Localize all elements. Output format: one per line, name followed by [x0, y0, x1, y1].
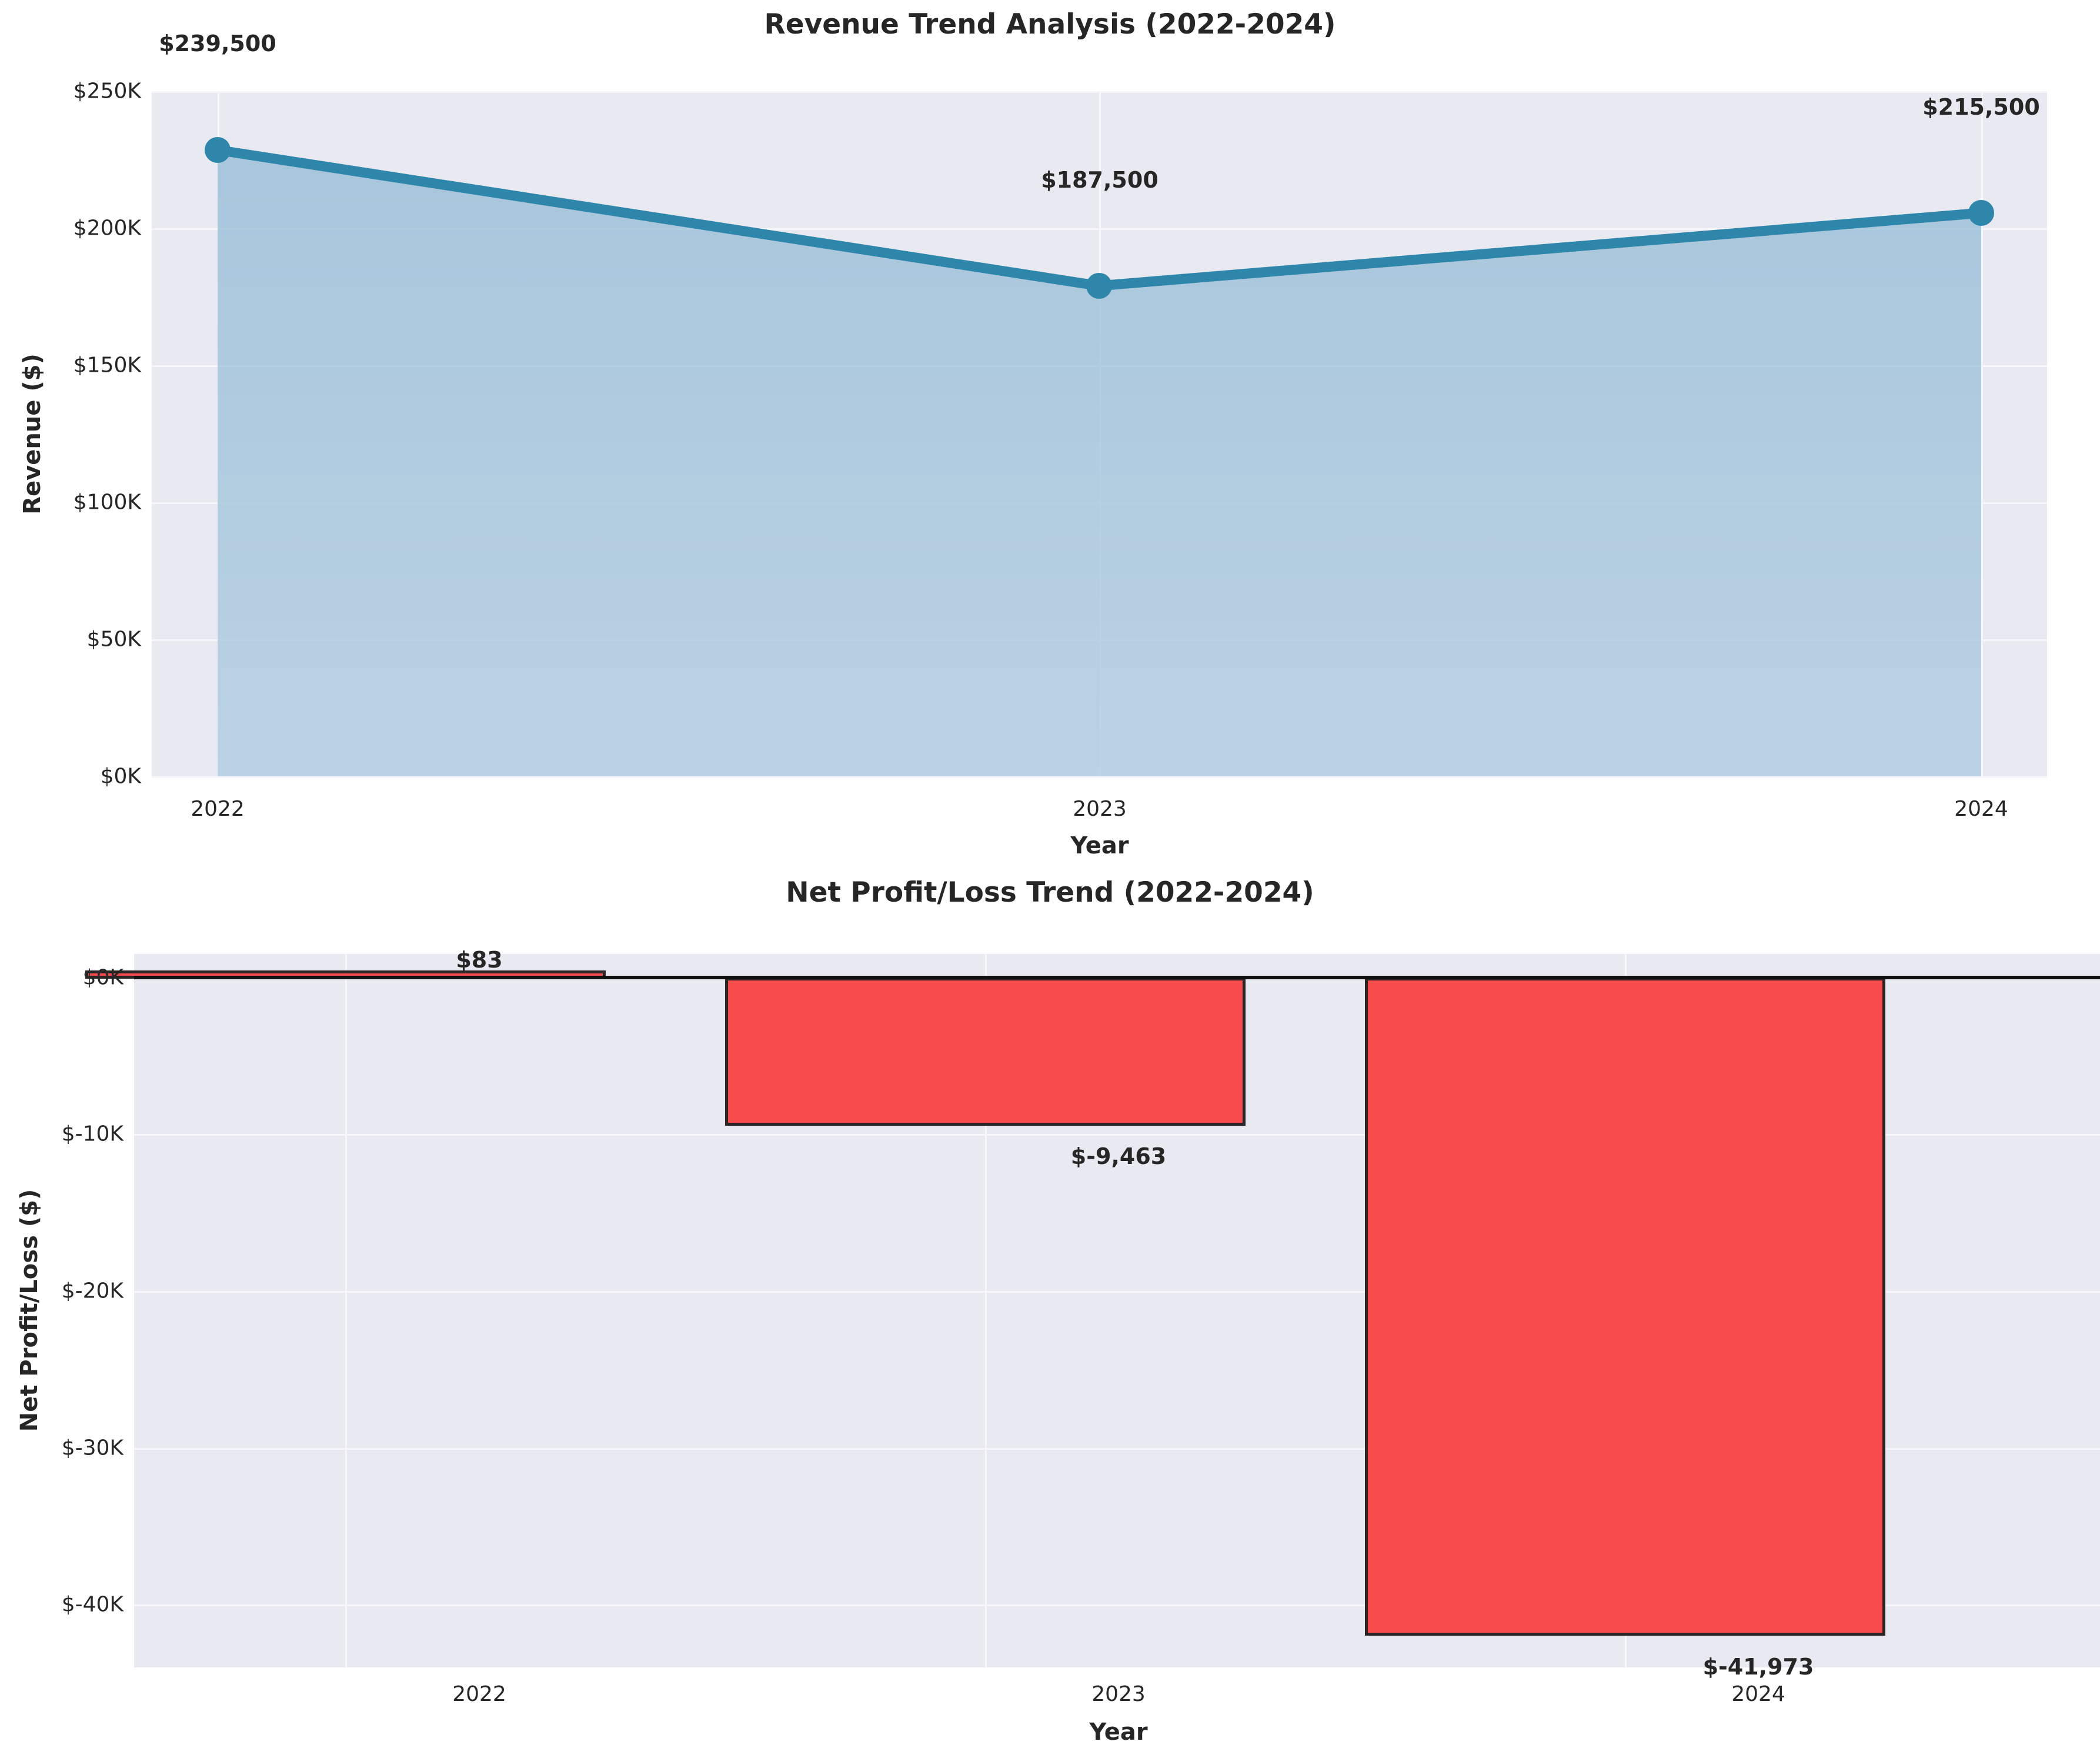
revenue-xtick-2024: 2024	[1954, 797, 2008, 821]
profit-ytick-n40k: $-40K	[61, 1592, 123, 1617]
revenue-ytick-0k: $0K	[100, 764, 141, 789]
profit-ytick-0k: $0K	[82, 965, 123, 990]
revenue-chart-panel: Revenue Trend Analysis (2022-2024)	[0, 0, 2100, 859]
gridline-neg20k	[134, 1291, 2100, 1293]
profit-ytick-n30k: $-30K	[61, 1436, 123, 1460]
revenue-chart-title: Revenue Trend Analysis (2022-2024)	[764, 8, 1336, 41]
revenue-plot-area	[152, 91, 2047, 778]
revenue-yaxis-label: Revenue ($)	[19, 353, 46, 515]
revenue-ytick-150k: $150K	[73, 353, 141, 378]
revenue-ytick-50k: $50K	[86, 627, 141, 652]
gridline-0k	[152, 776, 2047, 778]
profit-loss-chart-panel: Net Profit/Loss Trend (2022-2024) $83	[0, 859, 2100, 1748]
data-label-2022: $239,500	[159, 31, 276, 56]
gridline-2022	[218, 91, 219, 776]
revenue-xaxis-label: Year	[1070, 832, 1129, 859]
bar-2024	[1365, 978, 1885, 1636]
gridline-2023	[1099, 91, 1101, 776]
data-label-2023: $187,500	[1041, 167, 1158, 193]
gridline-neg30k	[134, 1448, 2100, 1450]
gridline-2023-2	[985, 954, 987, 1667]
profit-yaxis-label: Net Profit/Loss ($)	[16, 1189, 43, 1432]
gridline-2024	[1981, 91, 1983, 776]
bar-2023	[725, 978, 1246, 1126]
bar-label-2024: $-41,973	[1702, 1654, 1814, 1680]
data-point-2023	[1086, 273, 1112, 299]
bar-label-2023: $-9,463	[1070, 1143, 1167, 1169]
revenue-ytick-100k: $100K	[73, 490, 141, 515]
profit-loss-chart-title: Net Profit/Loss Trend (2022-2024)	[786, 876, 1314, 909]
profit-xtick-2024: 2024	[1731, 1682, 1785, 1706]
bar-label-2022: $83	[456, 947, 503, 973]
gridline-neg10k	[134, 1134, 2100, 1136]
gridline-2022-2	[345, 954, 347, 1667]
revenue-xtick-2023: 2023	[1073, 797, 1127, 821]
zero-baseline	[134, 976, 2100, 979]
profit-ytick-n20k: $-20K	[61, 1279, 123, 1303]
revenue-ytick-200k: $200K	[73, 216, 141, 241]
revenue-xtick-2022: 2022	[191, 797, 245, 821]
revenue-ytick-250k: $250K	[73, 79, 141, 104]
profit-xtick-2022: 2022	[452, 1682, 506, 1706]
gridline-neg40k	[134, 1604, 2100, 1606]
profit-xaxis-label: Year	[1089, 1719, 1148, 1746]
profit-loss-plot-area	[85, 954, 2100, 1667]
profit-xtick-2023: 2023	[1091, 1682, 1146, 1706]
profit-ytick-n10k: $-10K	[61, 1122, 123, 1146]
data-point-2022	[205, 137, 231, 163]
data-point-2024	[1968, 200, 1994, 226]
data-label-2024: $215,500	[1922, 94, 2040, 120]
